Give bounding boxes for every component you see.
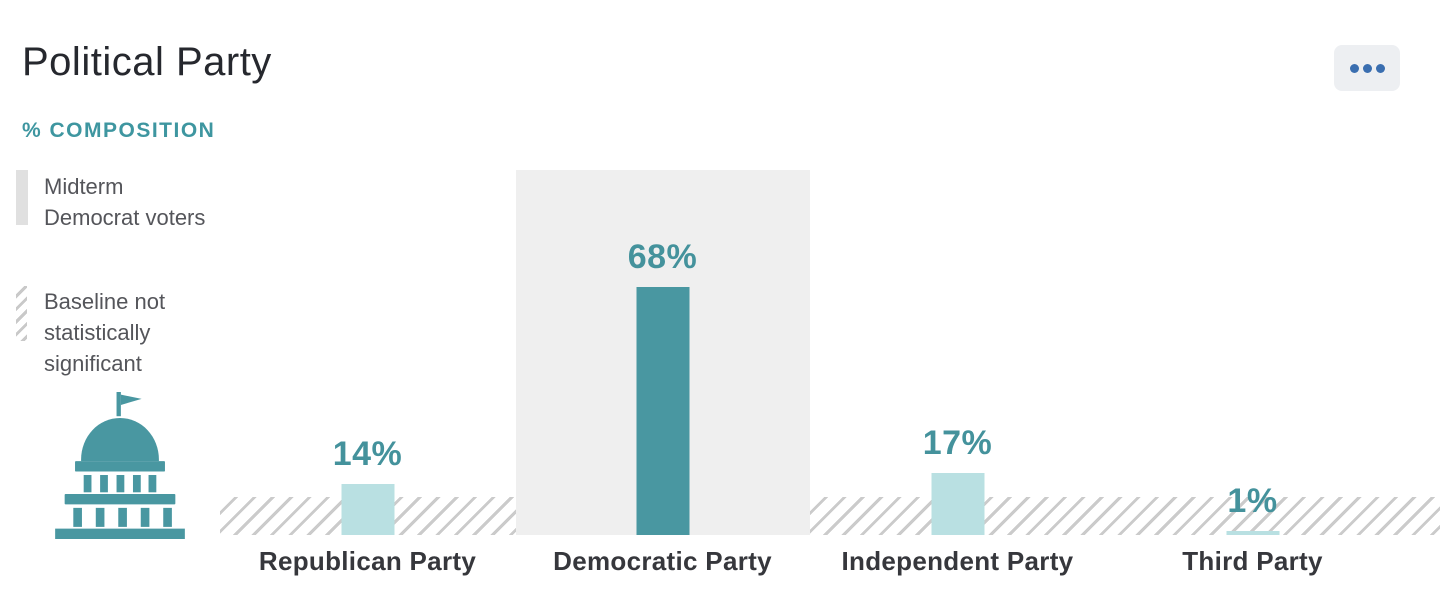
bar-group-independent: 17% [810,170,1105,535]
ellipsis-icon [1362,63,1372,73]
more-options-button[interactable] [1334,45,1400,91]
value-label: 14% [332,435,403,473]
bar-group-republican: 14% [220,170,515,535]
legend-solid-marker [16,170,28,225]
category-label-third: Third Party [1182,546,1323,576]
ellipsis-icon [1349,63,1359,73]
y-axis-caption: % COMPOSITION [22,119,216,142]
page-title: Political Party [22,40,272,84]
legend-label-baseline: Baseline not statistically significant [44,289,166,376]
value-label: 68% [627,238,698,276]
baseline-hatch-band-right [810,497,1440,535]
capitol-building-icon [55,392,185,544]
legend-hatch-marker [16,286,27,341]
value-label: 17% [922,424,993,462]
value-label: 1% [1227,482,1278,520]
legend-label-midterm: Midterm Democrat voters [44,174,206,230]
bar-group-third: 1% [1105,170,1400,535]
ellipsis-icon [1375,63,1385,73]
category-label-republican: Republican Party [258,546,477,576]
bar-republican[interactable] [341,484,394,535]
category-label-democratic: Democratic Party [553,546,772,576]
bar-independent[interactable] [931,473,984,535]
bar-group-democratic: 68% [515,170,810,535]
category-label-independent: Independent Party [841,546,1074,576]
bar-democratic[interactable] [636,287,689,535]
bar-third[interactable] [1226,531,1279,535]
